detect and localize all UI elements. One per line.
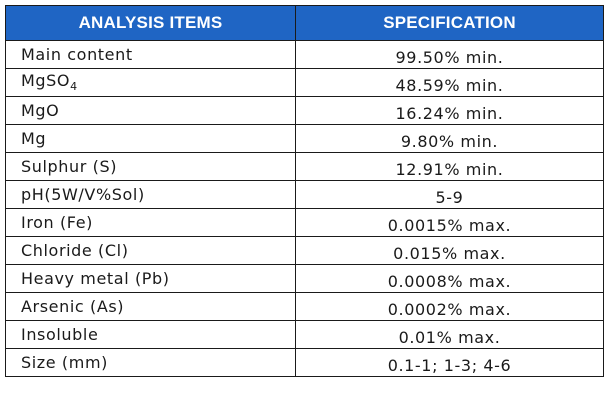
specification-table: ANALYSIS ITEMS SPECIFICATION Main conten… bbox=[5, 5, 604, 377]
spec-cell: 0.0008% max. bbox=[295, 264, 604, 293]
spec-cell: 0.01% max. bbox=[295, 320, 604, 349]
item-cell: Main content bbox=[5, 40, 296, 69]
item-cell: Sulphur (S) bbox=[5, 152, 296, 181]
table-row: Chloride (Cl) 0.015% max. bbox=[5, 236, 604, 265]
item-cell: MgSO4 bbox=[5, 68, 296, 97]
item-cell: Heavy metal (Pb) bbox=[5, 264, 296, 293]
item-cell: pH(5W/V%Sol) bbox=[5, 180, 296, 209]
table-row: Sulphur (S) 12.91% min. bbox=[5, 152, 604, 181]
spec-cell: 0.0002% max. bbox=[295, 292, 604, 321]
header-analysis-items: ANALYSIS ITEMS bbox=[5, 5, 296, 41]
item-subscript: 4 bbox=[70, 80, 78, 94]
header-row: ANALYSIS ITEMS SPECIFICATION bbox=[5, 5, 604, 41]
item-cell: Iron (Fe) bbox=[5, 208, 296, 237]
spec-cell: 5-9 bbox=[295, 180, 604, 209]
table-row: Insoluble 0.01% max. bbox=[5, 320, 604, 349]
spec-cell: 48.59% min. bbox=[295, 68, 604, 97]
item-cell: Mg bbox=[5, 124, 296, 153]
spec-cell: 12.91% min. bbox=[295, 152, 604, 181]
item-cell: Insoluble bbox=[5, 320, 296, 349]
item-cell: Arsenic (As) bbox=[5, 292, 296, 321]
table-row: Size (mm) 0.1-1; 1-3; 4-6 bbox=[5, 348, 604, 377]
table-header: ANALYSIS ITEMS SPECIFICATION bbox=[5, 5, 604, 41]
table-row: MgSO4 48.59% min. bbox=[5, 68, 604, 97]
table-row: Mg 9.80% min. bbox=[5, 124, 604, 153]
spec-cell: 0.0015% max. bbox=[295, 208, 604, 237]
table-row: Heavy metal (Pb) 0.0008% max. bbox=[5, 264, 604, 293]
spec-cell: 99.50% min. bbox=[295, 40, 604, 69]
item-cell: Size (mm) bbox=[5, 348, 296, 377]
header-specification: SPECIFICATION bbox=[295, 5, 604, 41]
spec-cell: 9.80% min. bbox=[295, 124, 604, 153]
table-row: Arsenic (As) 0.0002% max. bbox=[5, 292, 604, 321]
item-formula: MgSO bbox=[21, 71, 71, 91]
spec-cell: 0.1-1; 1-3; 4-6 bbox=[295, 348, 604, 377]
table-row: Iron (Fe) 0.0015% max. bbox=[5, 208, 604, 237]
item-cell: MgO bbox=[5, 96, 296, 125]
table-row: pH(5W/V%Sol) 5-9 bbox=[5, 180, 604, 209]
table-row: MgO 16.24% min. bbox=[5, 96, 604, 125]
table-row: Main content 99.50% min. bbox=[5, 40, 604, 69]
item-cell: Chloride (Cl) bbox=[5, 236, 296, 265]
spec-cell: 16.24% min. bbox=[295, 96, 604, 125]
spec-cell: 0.015% max. bbox=[295, 236, 604, 265]
